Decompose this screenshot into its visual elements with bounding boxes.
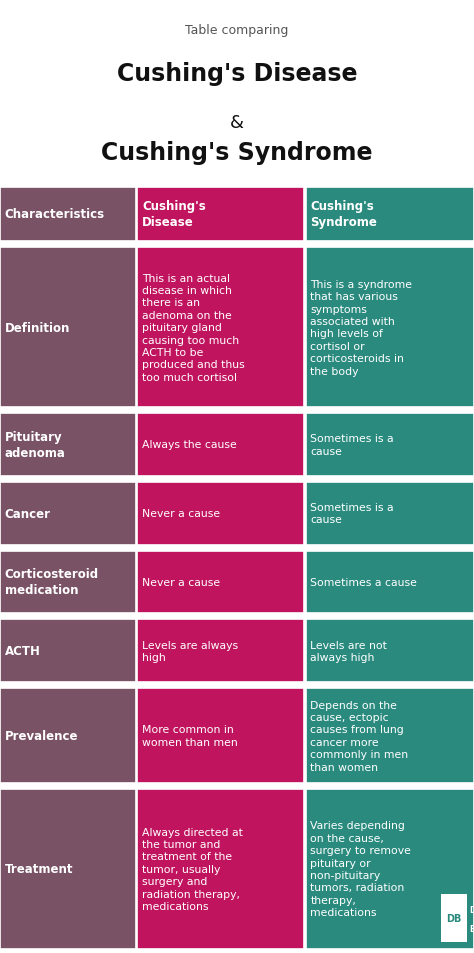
Text: ACTH: ACTH xyxy=(5,644,41,658)
Text: Varies depending
on the cause,
surgery to remove
pituitary or
non-pituitary
tumo: Varies depending on the cause, surgery t… xyxy=(310,821,411,917)
Bar xyxy=(137,188,304,242)
Bar xyxy=(306,414,474,476)
Text: Sometimes is a
cause: Sometimes is a cause xyxy=(310,502,394,525)
Bar xyxy=(0,188,136,242)
Bar xyxy=(306,688,474,783)
Bar xyxy=(0,248,136,408)
Bar xyxy=(137,688,304,783)
Text: Levels are not
always high: Levels are not always high xyxy=(310,639,387,662)
Text: &: & xyxy=(230,114,244,132)
Bar xyxy=(137,619,304,682)
Text: Never a cause: Never a cause xyxy=(142,578,220,587)
Text: Levels are always
high: Levels are always high xyxy=(142,639,238,662)
Bar xyxy=(0,688,136,783)
Text: Depends on the
cause, ectopic
causes from lung
cancer more
commonly in men
than : Depends on the cause, ectopic causes fro… xyxy=(310,700,409,772)
Text: Sometimes is a
cause: Sometimes is a cause xyxy=(310,434,394,456)
Bar xyxy=(306,482,474,545)
Bar xyxy=(0,414,136,476)
Text: Corticosteroid
medication: Corticosteroid medication xyxy=(5,568,99,597)
Bar xyxy=(137,789,304,948)
Bar xyxy=(306,188,474,242)
Text: Treatment: Treatment xyxy=(5,862,73,875)
Text: Pituitary
adenoma: Pituitary adenoma xyxy=(5,431,65,459)
Text: Cushing's Syndrome: Cushing's Syndrome xyxy=(101,141,373,165)
Text: Between.net: Between.net xyxy=(469,924,474,933)
Text: Always directed at
the tumor and
treatment of the
tumor, usually
surgery and
rad: Always directed at the tumor and treatme… xyxy=(142,826,243,911)
Text: DB: DB xyxy=(446,913,462,923)
Bar xyxy=(306,619,474,682)
Text: This is an actual
disease in which
there is an
adenoma on the
pituitary gland
ca: This is an actual disease in which there… xyxy=(142,274,245,382)
Text: Definition: Definition xyxy=(5,321,70,335)
Bar xyxy=(306,551,474,614)
Bar xyxy=(0,551,136,614)
Text: Always the cause: Always the cause xyxy=(142,440,237,450)
Bar xyxy=(0,619,136,682)
Bar xyxy=(137,482,304,545)
Text: Never a cause: Never a cause xyxy=(142,509,220,518)
Text: Cushing's Disease: Cushing's Disease xyxy=(117,62,357,86)
Bar xyxy=(0,789,136,948)
Bar xyxy=(306,789,474,948)
Bar xyxy=(137,248,304,408)
Text: Cancer: Cancer xyxy=(5,507,51,520)
Text: Cushing's
Disease: Cushing's Disease xyxy=(142,200,206,230)
Text: Cushing's
Syndrome: Cushing's Syndrome xyxy=(310,200,377,230)
Text: More common in
women than men: More common in women than men xyxy=(142,724,238,747)
Text: Sometimes a cause: Sometimes a cause xyxy=(310,578,417,587)
Text: This is a syndrome
that has various
symptoms
associated with
high levels of
cort: This is a syndrome that has various symp… xyxy=(310,279,412,376)
Text: Prevalence: Prevalence xyxy=(5,729,78,742)
Bar xyxy=(0,482,136,545)
Bar xyxy=(137,414,304,476)
Text: Characteristics: Characteristics xyxy=(5,209,105,221)
Text: Table comparing: Table comparing xyxy=(185,24,289,37)
Bar xyxy=(306,248,474,408)
Text: Difference: Difference xyxy=(469,904,474,914)
Bar xyxy=(441,894,467,943)
Bar xyxy=(137,551,304,614)
